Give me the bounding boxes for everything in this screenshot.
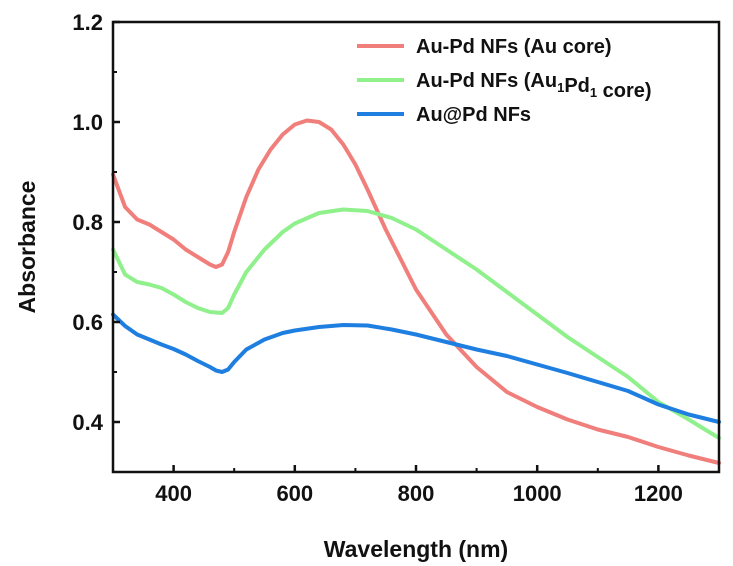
x-tick-label: 1200 (634, 481, 683, 506)
series-line-3 (111, 312, 721, 424)
x-tick-label: 800 (398, 481, 435, 506)
x-tick-label: 1000 (513, 481, 562, 506)
series-line-2 (111, 207, 721, 440)
x-tick-label: 600 (276, 481, 313, 506)
series-line-1 (111, 118, 721, 465)
legend: Au-Pd NFs (Au core) Au-Pd NFs (Au1Pd1 cor… (357, 36, 652, 126)
x-axis-label: Wavelength (nm) (324, 536, 508, 562)
axis-ticks: 400 600 800 1000 1200 0.4 0.6 0.8 1.0 1.2 (72, 10, 720, 506)
y-tick-label: 0.6 (72, 310, 103, 335)
y-tick-label: 1.0 (72, 110, 103, 135)
legend-label-3: Au@Pd NFs (416, 104, 531, 126)
y-axis-label: Absorbance (14, 181, 40, 314)
legend-label-2: Au-Pd NFs (Au1Pd1 core) (416, 70, 652, 102)
y-tick-label: 1.2 (72, 10, 103, 35)
x-tick-label: 400 (155, 481, 192, 506)
legend-label-1: Au-Pd NFs (Au core) (416, 36, 612, 58)
y-tick-label: 0.8 (72, 210, 103, 235)
y-tick-label: 0.4 (72, 410, 103, 435)
series-lines (111, 118, 721, 465)
